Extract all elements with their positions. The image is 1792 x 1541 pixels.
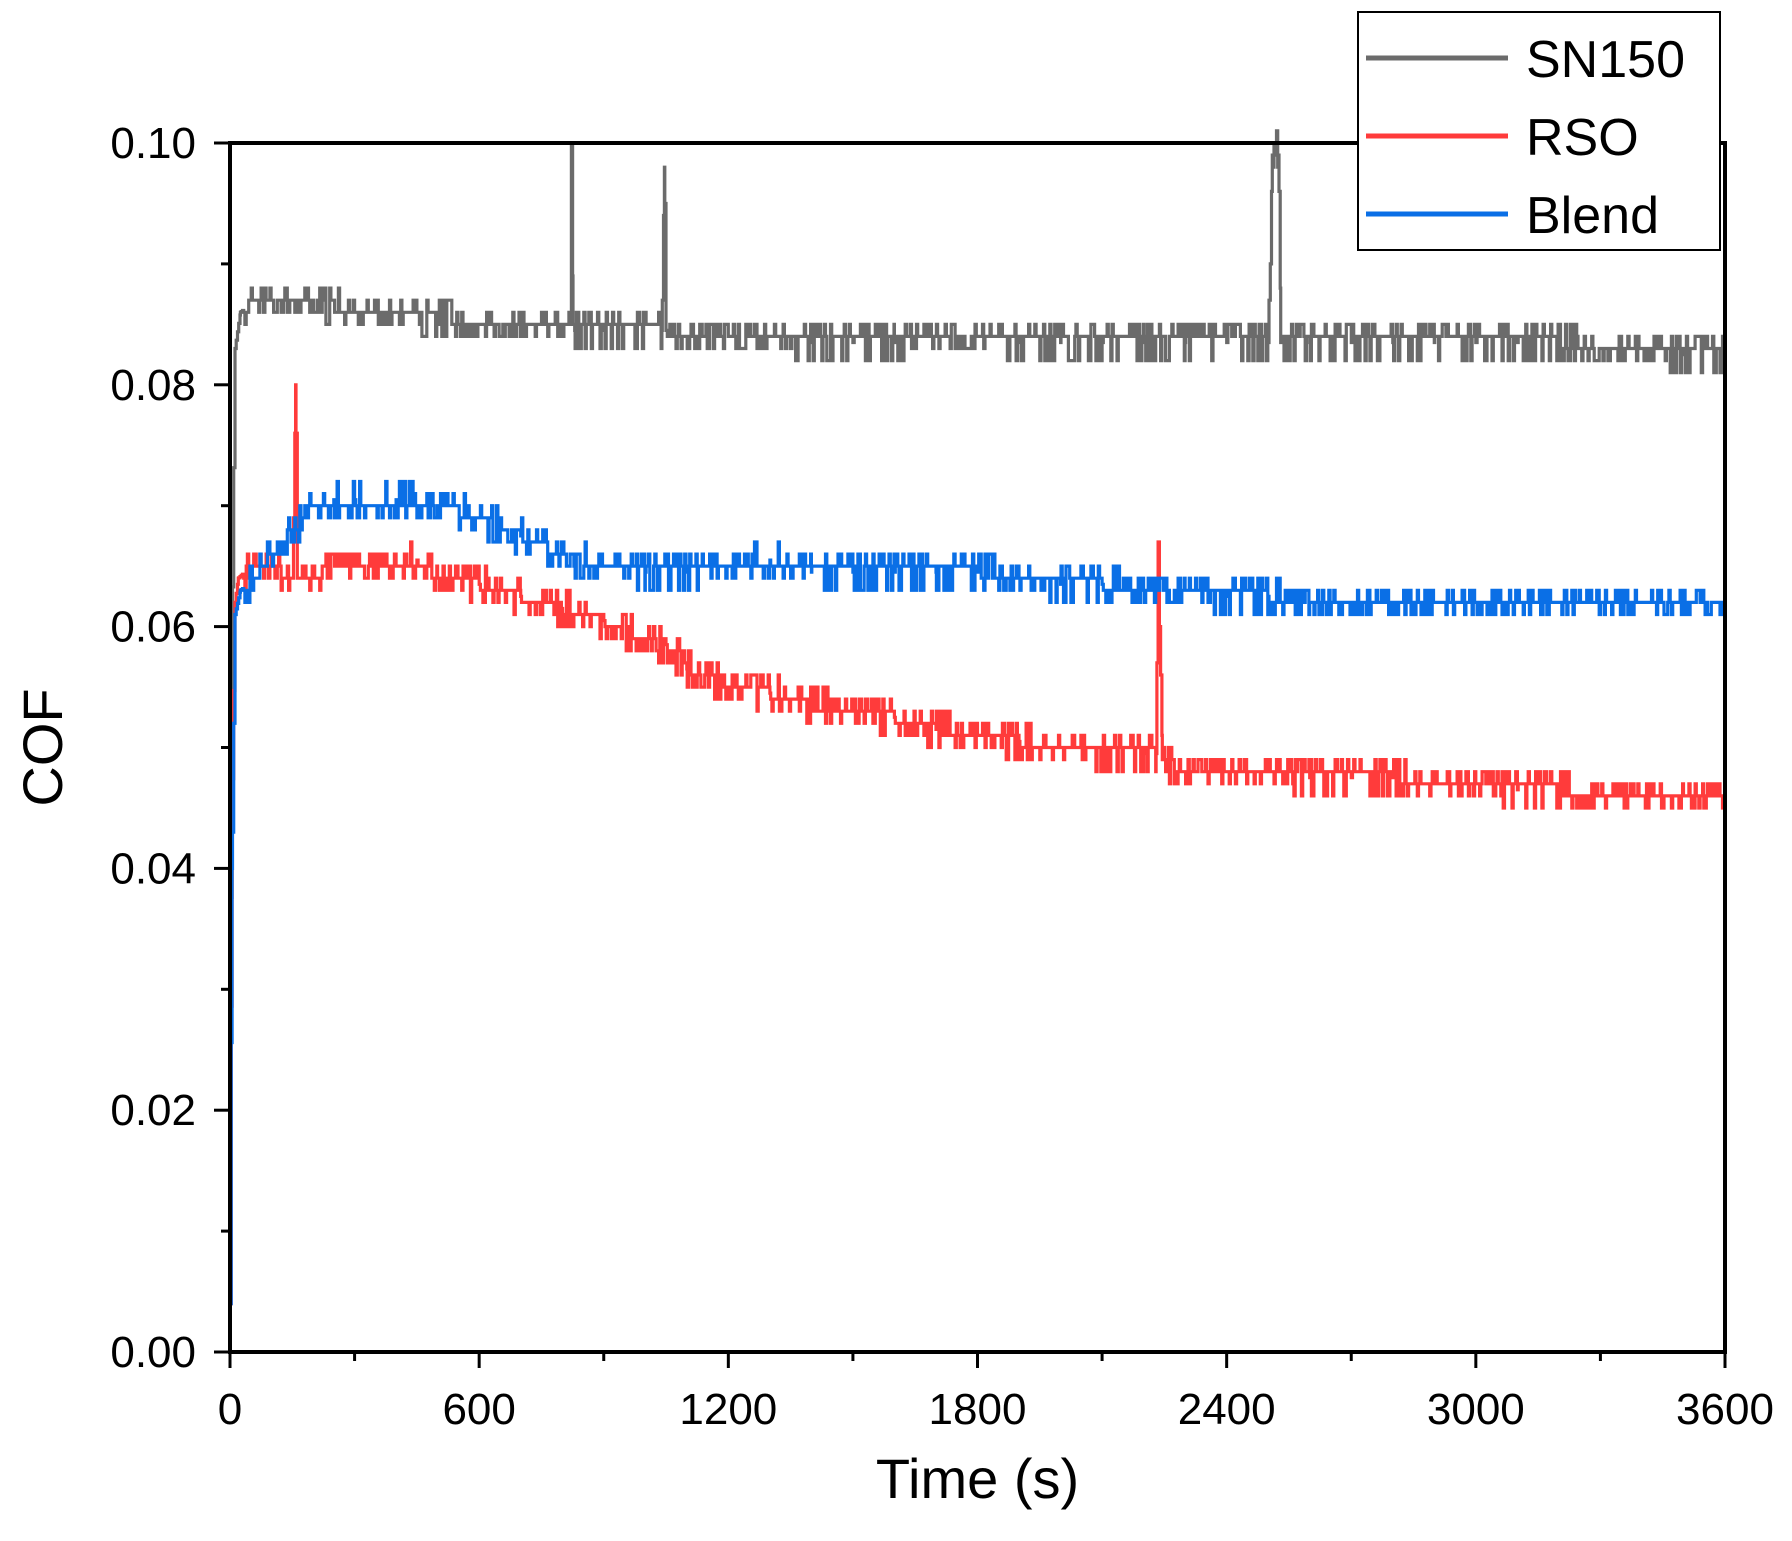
x-tick-label-1200: 1200 (679, 1385, 777, 1434)
x-axis-title: Time (s) (876, 1447, 1079, 1510)
x-tick-label-600: 600 (442, 1385, 515, 1434)
series-line-rso (229, 383, 1727, 1306)
legend-label-sn150: SN150 (1526, 31, 1685, 89)
y-axis-title: COF (11, 688, 74, 806)
legend-label-blend: Blend (1526, 187, 1659, 245)
series-line-blend (229, 479, 1727, 1306)
x-tick-label-0: 0 (218, 1385, 242, 1434)
y-tick-label-3: 0.06 (110, 603, 196, 652)
y-tick-label-2: 0.04 (110, 844, 196, 893)
legend: SN150 RSO Blend (1357, 11, 1721, 251)
y-tick-label-0: 0.00 (110, 1328, 196, 1377)
y-tick-label-4: 0.08 (110, 361, 196, 410)
legend-box (1357, 11, 1721, 251)
series-line-sn150 (229, 129, 1727, 1306)
x-tick-label-2400: 2400 (1178, 1385, 1276, 1434)
x-tick-label-3000: 3000 (1427, 1385, 1525, 1434)
y-axis-ticks: 0.00 0.02 0.04 0.06 0.08 0.10 (110, 119, 230, 1377)
y-tick-label-1: 0.02 (110, 1086, 196, 1135)
series-layer (229, 129, 1727, 1306)
x-axis-ticks: 0 600 1200 1800 2400 3000 3600 (218, 1352, 1774, 1434)
x-tick-label-3600: 3600 (1676, 1385, 1774, 1434)
legend-label-rso: RSO (1526, 109, 1639, 167)
y-tick-label-5: 0.10 (110, 119, 196, 168)
x-tick-label-1800: 1800 (929, 1385, 1027, 1434)
